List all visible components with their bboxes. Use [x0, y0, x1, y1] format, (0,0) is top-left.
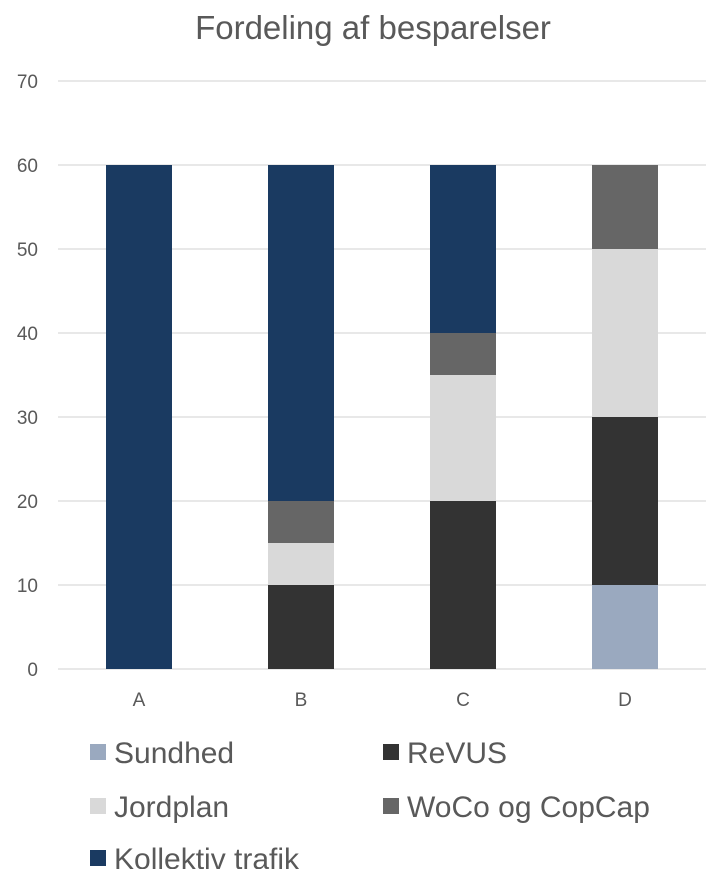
bar-A-kollektiv-trafik: [106, 165, 172, 669]
y-tick-label: 20: [17, 492, 38, 513]
bar-C-revus: [430, 501, 496, 669]
bar-B-revus: [268, 585, 334, 669]
legend-label: Kollektiv trafik: [114, 843, 300, 869]
legend-item-jordplan: Jordplan: [90, 791, 229, 824]
legend-label: ReVUS: [407, 737, 507, 770]
bar-B-woco-og-copcap: [268, 501, 334, 543]
bar-C-jordplan: [430, 375, 496, 501]
legend-label: Sundhed: [114, 737, 234, 770]
legend: Sundhed ReVUS Jordplan WoCo og CopCap Kollek…: [90, 737, 650, 869]
x-tick-label: B: [295, 690, 308, 711]
y-tick-label: 70: [17, 72, 38, 93]
legend-swatch: [90, 744, 106, 760]
chart-title: Fordeling af besparelser: [195, 9, 551, 46]
x-tick-label: D: [618, 690, 632, 711]
bar-D-revus: [592, 417, 658, 585]
x-tick-label: C: [456, 690, 470, 711]
y-axis-ticks: 0 10 20 30 40 50 60 70: [17, 72, 38, 681]
bar-D-sundhed: [592, 585, 658, 669]
legend-swatch: [383, 798, 399, 814]
y-tick-label: 50: [17, 240, 38, 261]
legend-swatch: [90, 850, 106, 866]
legend-swatch: [90, 798, 106, 814]
legend-swatch: [383, 744, 399, 760]
legend-label: Jordplan: [114, 791, 229, 824]
y-tick-label: 30: [17, 408, 38, 429]
legend-item-revus: ReVUS: [383, 737, 507, 770]
bar-C-woco-og-copcap: [430, 333, 496, 375]
bar-B-kollektiv-trafik: [268, 165, 334, 501]
legend-label: WoCo og CopCap: [407, 791, 650, 824]
bar-D-jordplan: [592, 249, 658, 417]
x-tick-label: A: [133, 690, 146, 711]
legend-item-sundhed: Sundhed: [90, 737, 234, 770]
y-tick-label: 10: [17, 576, 38, 597]
legend-item-woco-og-copcap: WoCo og CopCap: [383, 791, 650, 824]
y-tick-label: 0: [27, 660, 38, 681]
x-axis-ticks: A B C D: [133, 690, 632, 711]
y-tick-label: 60: [17, 156, 38, 177]
bar-C-kollektiv-trafik: [430, 165, 496, 333]
bars: [106, 165, 658, 669]
bar-D-woco-og-copcap: [592, 165, 658, 249]
legend-item-kollektiv-trafik: Kollektiv trafik: [90, 843, 300, 869]
bar-B-jordplan: [268, 543, 334, 585]
y-tick-label: 40: [17, 324, 38, 345]
